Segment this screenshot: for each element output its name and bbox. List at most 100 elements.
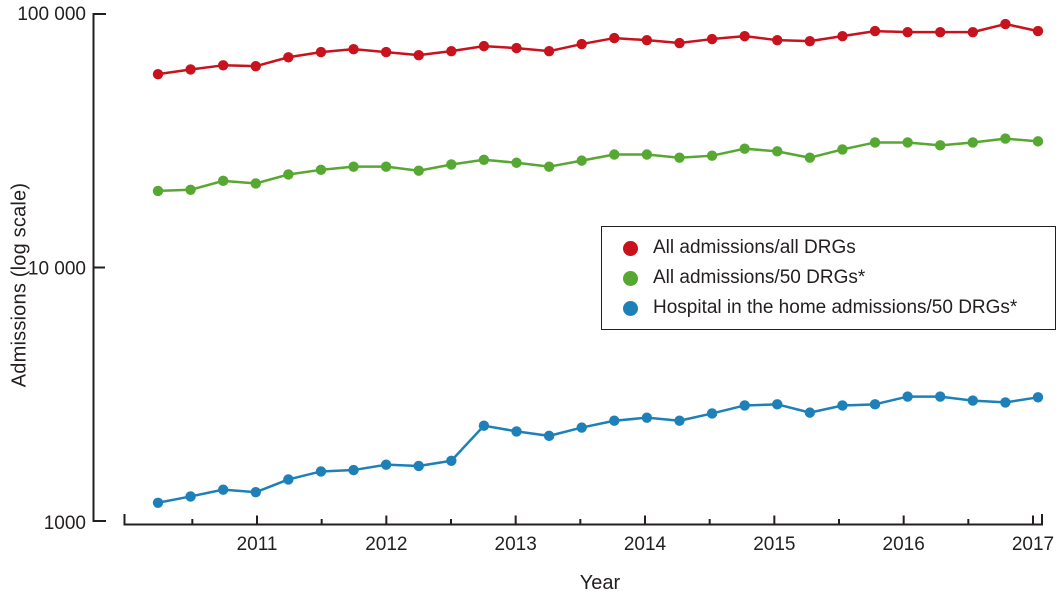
series-0-point bbox=[837, 30, 848, 42]
series-2-point bbox=[706, 408, 718, 419]
series-0-point bbox=[902, 26, 913, 38]
series-2-point bbox=[478, 420, 490, 431]
series-0-point bbox=[1032, 25, 1044, 37]
y-tick-label: 1000 bbox=[44, 513, 86, 534]
series-1-point bbox=[152, 185, 164, 197]
series-1-point bbox=[739, 143, 750, 154]
series-0-point bbox=[641, 34, 653, 46]
series-1-point bbox=[576, 155, 587, 166]
series-2-point bbox=[902, 391, 913, 402]
series-1-point bbox=[1000, 133, 1011, 144]
series-1-point bbox=[609, 149, 620, 160]
x-tick-label: 2014 bbox=[624, 534, 667, 555]
series-0-point bbox=[217, 60, 229, 71]
series-1-point bbox=[902, 137, 913, 148]
series-2-point bbox=[283, 474, 294, 485]
legend: All admissions/all DRGs All admissions/5… bbox=[601, 226, 1056, 330]
x-tick-label: 2012 bbox=[365, 534, 407, 555]
legend-label: Hospital in the home admissions/50 DRGs* bbox=[653, 297, 1018, 318]
series-0-point bbox=[739, 30, 750, 42]
series-2-point bbox=[772, 399, 783, 410]
series-2-point bbox=[609, 415, 620, 426]
series-2-point bbox=[674, 415, 685, 426]
series-2-point bbox=[967, 395, 979, 406]
series-1-point bbox=[543, 161, 555, 172]
series-0-point bbox=[674, 37, 685, 49]
series-1-point bbox=[446, 159, 457, 170]
series-0-point bbox=[576, 38, 587, 50]
series-2-point bbox=[641, 412, 653, 423]
series-2-point bbox=[837, 400, 848, 411]
series-0-point bbox=[185, 64, 196, 75]
series-1-point bbox=[837, 144, 848, 155]
series-0-point bbox=[413, 49, 424, 61]
legend-item-all-admissions-all-drgs: All admissions/all DRGs bbox=[623, 237, 1045, 259]
series-0-point bbox=[152, 68, 164, 80]
legend-marker-red-icon bbox=[623, 240, 638, 256]
series-0-point bbox=[348, 43, 359, 55]
series-2-point bbox=[348, 464, 359, 476]
series-0-point bbox=[935, 26, 946, 38]
series-1-point bbox=[315, 164, 327, 176]
series-1-point bbox=[185, 184, 196, 195]
series-2-point bbox=[152, 497, 164, 508]
series-2-point bbox=[576, 422, 587, 433]
series-0-point bbox=[543, 45, 555, 57]
series-1-point bbox=[217, 175, 229, 187]
series-2-point bbox=[511, 426, 522, 437]
series-2-point bbox=[804, 407, 816, 418]
series-0-point bbox=[1000, 18, 1011, 30]
legend-marker-green-icon bbox=[623, 270, 638, 286]
series-1-point bbox=[967, 137, 979, 148]
series-2-point bbox=[869, 399, 881, 410]
series-0-point bbox=[446, 45, 457, 57]
series-2-point bbox=[217, 484, 229, 495]
series-2-point bbox=[739, 400, 750, 411]
series-2-point bbox=[446, 455, 457, 466]
x-tick-label: 2015 bbox=[753, 534, 795, 555]
y-axis-title: Admissions (log scale) bbox=[8, 182, 31, 388]
series-0-point bbox=[804, 35, 816, 47]
series-0-point bbox=[250, 60, 261, 72]
series-2-point bbox=[935, 391, 946, 402]
legend-label: All admissions/50 DRGs* bbox=[653, 267, 866, 288]
series-0-point bbox=[283, 52, 294, 63]
series-1-point bbox=[772, 146, 783, 157]
series-1-point bbox=[283, 169, 294, 180]
series-line-0 bbox=[157, 22, 1039, 76]
series-0-point bbox=[967, 26, 979, 38]
series-2-point bbox=[315, 466, 327, 477]
series-2-point bbox=[1000, 397, 1011, 408]
series-0-point bbox=[511, 42, 522, 54]
series-line-2 bbox=[157, 395, 1039, 505]
series-0-point bbox=[380, 46, 392, 58]
series-2-point bbox=[185, 491, 196, 502]
series-1-point bbox=[380, 161, 392, 172]
series-2-point bbox=[380, 459, 392, 470]
series-2-point bbox=[1032, 392, 1044, 403]
legend-item-all-admissions-50-drgs: All admissions/50 DRGs* bbox=[623, 267, 1045, 289]
legend-label: All admissions/all DRGs bbox=[653, 237, 856, 258]
y-tick-label: 10 000 bbox=[28, 259, 86, 280]
legend-item-hith-admissions-50-drgs: Hospital in the home admissions/50 DRGs* bbox=[623, 297, 1045, 319]
x-tick-label: 2017 bbox=[1012, 534, 1054, 555]
series-0-point bbox=[478, 40, 490, 52]
series-0-point bbox=[772, 34, 783, 46]
series-1-point bbox=[674, 152, 685, 163]
x-axis-title: Year bbox=[579, 572, 621, 594]
series-line-1 bbox=[157, 137, 1039, 193]
series-0-point bbox=[315, 46, 327, 58]
series-2-point bbox=[543, 430, 555, 442]
series-1-point bbox=[804, 152, 816, 163]
series-1-point bbox=[706, 150, 718, 161]
series-1-point bbox=[935, 140, 946, 151]
series-1-point bbox=[511, 157, 522, 168]
series-0-point bbox=[706, 33, 718, 45]
series-1-point bbox=[413, 165, 424, 176]
series-2-point bbox=[413, 460, 424, 472]
series-1-point bbox=[641, 149, 653, 160]
series-0-point bbox=[609, 32, 620, 44]
series-1-point bbox=[869, 137, 881, 148]
